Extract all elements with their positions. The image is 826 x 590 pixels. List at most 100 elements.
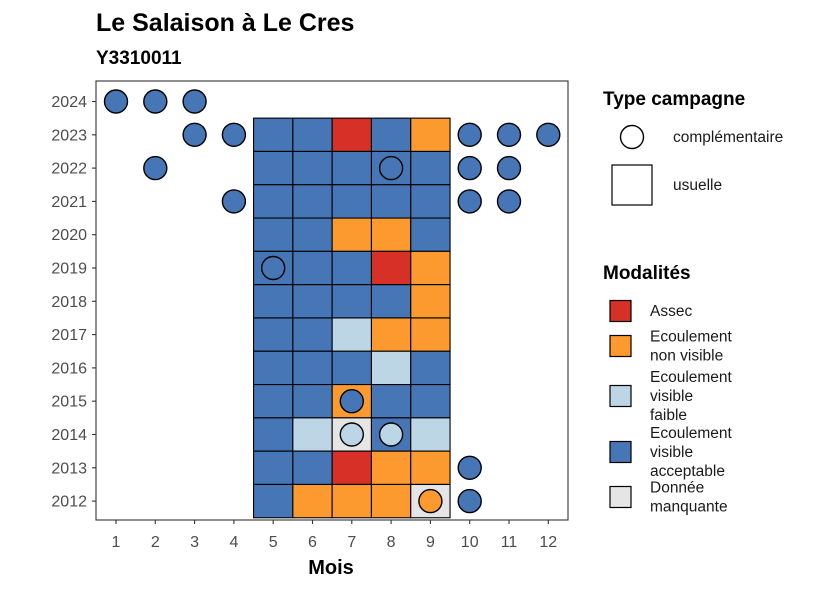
- usuelle-cell-2016-6: [292, 350, 333, 386]
- complementaire-point-2019-5: [261, 255, 286, 281]
- legend-modalites-title: Modalités: [603, 263, 691, 284]
- usuelle-cell-2019-6: [292, 250, 333, 286]
- usuelle-cell-2018-6: [292, 284, 333, 319]
- complementaire-point-2012-9: [418, 488, 443, 514]
- usuelle-cell-2021-8: [370, 184, 412, 219]
- usuelle-cell-2020-6: [292, 217, 333, 252]
- usuelle-cell-2023-9: [410, 117, 451, 153]
- x-tick-label: 3: [190, 534, 199, 551]
- legend-modalites: Assec Ecoulement non visible Ecoulement visi…: [609, 299, 733, 516]
- complementaire-point-2015-7: [339, 389, 364, 414]
- usuelle-cell-2012-5: [253, 483, 294, 519]
- usuelle-cell-2023-8: [370, 117, 412, 153]
- usuelle-cell-2015-6: [292, 383, 333, 419]
- complementaire-point-2013-10: [457, 455, 482, 480]
- x-tick-label: 10: [461, 534, 479, 551]
- legend-modalite-swatch: [609, 334, 632, 358]
- usuelle-cell-2019-9: [410, 250, 451, 286]
- usuelle-cell-2023-6: [292, 117, 333, 153]
- legend-campagne-label: complémentaire: [673, 129, 783, 146]
- complementaire-point-2024-3: [182, 89, 207, 114]
- legend-modalite-label: Ecoulement: [650, 329, 733, 346]
- legend-modalite-label: faible: [650, 407, 687, 424]
- x-tick-label: 5: [269, 534, 278, 551]
- complementaire-point-2021-10: [457, 189, 482, 214]
- usuelle-cell-2022-7: [331, 150, 372, 186]
- usuelle-cell-2022-5: [253, 150, 294, 186]
- usuelle-cell-2013-8: [370, 450, 412, 485]
- usuelle-cell-2012-6: [292, 483, 333, 519]
- complementaire-point-2022-2: [143, 155, 168, 181]
- usuelle-cell-2022-6: [292, 150, 333, 186]
- usuelle-cell-2018-7: [331, 284, 372, 319]
- legend-campagne-title: Type campagne: [603, 89, 745, 110]
- complementaire-points: [103, 89, 561, 514]
- legend-circle-key: [619, 124, 645, 150]
- legend-modalite-swatch: [609, 384, 632, 408]
- usuelle-cell-2015-5: [253, 383, 294, 419]
- usuelle-cell-2015-8: [370, 383, 412, 419]
- usuelle-cell-2017-9: [410, 317, 451, 352]
- usuelle-cell-2017-8: [370, 317, 412, 352]
- usuelle-cell-2016-5: [253, 350, 294, 386]
- usuelle-cell-2022-9: [410, 150, 451, 186]
- complementaire-point-2023-12: [536, 122, 561, 148]
- x-axis-label: Mois: [308, 557, 354, 579]
- complementaire-point-2022-10: [457, 155, 482, 181]
- x-tick-label: 7: [347, 534, 356, 551]
- complementaire-point-2023-11: [496, 122, 522, 148]
- complementaire-point-2021-4: [221, 189, 247, 214]
- usuelle-cell-2017-7: [331, 317, 372, 352]
- usuelle-cell-2018-8: [370, 284, 412, 319]
- usuelle-cell-2015-9: [410, 383, 451, 419]
- y-tick-label: 2020: [51, 227, 87, 244]
- y-tick-label: 2015: [51, 394, 87, 411]
- legend-modalite-label: manquante: [650, 499, 728, 516]
- x-axis: 1 2 3 4 5 6 7 8 9 10 11 12: [112, 520, 557, 551]
- usuelle-cell-2012-7: [331, 483, 372, 519]
- usuelle-cell-2013-7: [331, 450, 372, 485]
- usuelle-cell-2020-7: [331, 217, 372, 252]
- y-tick-label: 2021: [51, 194, 87, 211]
- usuelle-cell-2020-8: [370, 217, 412, 252]
- chart-subtitle: Y3310011: [96, 48, 182, 69]
- x-tick-label: 4: [229, 534, 238, 551]
- usuelle-cell-2017-6: [292, 317, 333, 352]
- usuelle-cell-2016-7: [331, 350, 372, 386]
- complementaire-point-2014-8: [378, 422, 404, 447]
- usuelle-cell-2021-9: [410, 184, 451, 219]
- complementaire-point-2024-2: [143, 89, 168, 114]
- legend-modalite-label: non visible: [650, 348, 723, 365]
- x-tick-label: 11: [501, 534, 518, 551]
- usuelle-cell-2018-9: [410, 284, 451, 319]
- usuelle-cell-2023-5: [253, 117, 294, 153]
- plot-border: [95, 80, 569, 521]
- usuelle-cell-2020-5: [253, 217, 294, 252]
- usuelle-cell-2014-5: [253, 417, 294, 452]
- legend-square-key: [611, 164, 653, 206]
- complementaire-point-2024-1: [103, 89, 129, 114]
- usuelle-cell-2019-7: [331, 250, 372, 286]
- x-tick-label: 9: [426, 534, 435, 551]
- legend-modalite-swatch: [609, 485, 632, 509]
- legend-modalite-label: Donnée: [650, 480, 704, 497]
- x-tick-label: 8: [387, 534, 396, 551]
- usuelle-cell-2021-6: [292, 184, 333, 219]
- legend-modalite-label: Ecoulement: [650, 425, 733, 442]
- y-tick-label: 2022: [51, 161, 87, 178]
- usuelle-cell-2021-7: [331, 184, 372, 219]
- legend-modalite-label: Ecoulement: [650, 369, 733, 386]
- x-tick-label: 6: [308, 534, 317, 551]
- y-tick-label: 2017: [51, 327, 87, 344]
- usuelle-cell-2018-5: [253, 284, 294, 319]
- y-axis: 2012 2013 2014 2015 2016 2017 2018 2019 2020 2021…: [51, 94, 96, 511]
- usuelle-cell-2017-5: [253, 317, 294, 352]
- x-tick-label: 2: [151, 534, 160, 551]
- usuelle-cell-2012-8: [370, 483, 412, 519]
- complementaire-point-2012-10: [457, 488, 482, 514]
- y-tick-label: 2014: [51, 427, 87, 444]
- chart-title: Le Salaison à Le Cres: [96, 9, 354, 37]
- y-tick-label: 2012: [51, 494, 87, 511]
- complementaire-point-2022-11: [496, 155, 522, 181]
